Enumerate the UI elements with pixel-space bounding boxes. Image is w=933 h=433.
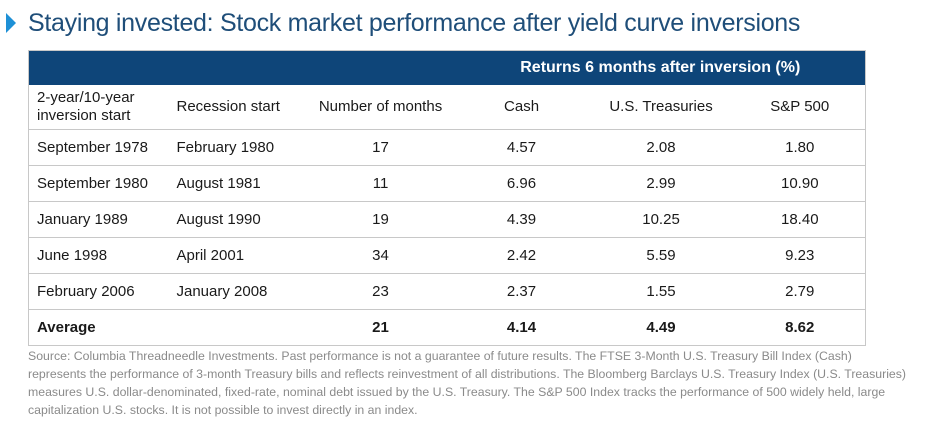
column-header: U.S. Treasuries: [587, 85, 735, 130]
column-header: Recession start: [168, 85, 306, 130]
table-cell: 19: [305, 201, 456, 238]
table-cell: 5.59: [587, 237, 735, 274]
table-cell: August 1981: [168, 165, 306, 202]
table-cell: August 1990: [168, 201, 306, 238]
table-cell: January 2008: [168, 273, 306, 310]
column-header-row: 2-year/10-year inversion start Recession…: [28, 85, 866, 130]
chevron-right-icon: [6, 13, 16, 33]
returns-table: Returns 6 months after inversion (%) 2-y…: [28, 50, 867, 346]
table-cell: 8.62: [785, 319, 815, 336]
page-title: Staying invested: Stock market performan…: [28, 8, 801, 37]
table-cell: September 1978: [28, 129, 169, 166]
table-cell: 10.90: [734, 165, 866, 202]
column-header: Cash: [455, 85, 588, 130]
table-cell: 4.57: [455, 129, 588, 166]
table-cell: January 1989: [28, 201, 169, 238]
table-cell: 9.23: [734, 237, 866, 274]
table-cell: 2.37: [455, 273, 588, 310]
column-header: Number of months: [305, 85, 456, 130]
table-cell: Average: [37, 319, 96, 336]
group-header-row: Returns 6 months after inversion (%): [28, 50, 866, 85]
table-cell: 18.40: [734, 201, 866, 238]
table-cell: February 1980: [168, 129, 306, 166]
group-header-blank: [28, 50, 456, 85]
table-cell: 4.39: [455, 201, 588, 238]
table-cell: 6.96: [455, 165, 588, 202]
table-cell: 1.80: [734, 129, 866, 166]
column-header: 2-year/10-year inversion start: [28, 85, 169, 130]
returns-table-wrapper: Returns 6 months after inversion (%) 2-y…: [28, 50, 867, 346]
table-cell: 17: [305, 129, 456, 166]
table-cell: June 1998: [28, 237, 169, 274]
table-cell: 2.99: [587, 165, 735, 202]
column-header: S&P 500: [734, 85, 866, 130]
table-cell: 1.55: [587, 273, 735, 310]
table-cell: February 2006: [28, 273, 169, 310]
table-row: September 1978 February 1980 17 4.57 2.08 1.8…: [28, 129, 866, 166]
table-row: September 1980 August 1981 11 6.96 2.99 10.90: [28, 165, 866, 202]
table-cell: 10.25: [587, 201, 735, 238]
table-cell: 23: [305, 273, 456, 310]
table-cell: [169, 310, 306, 346]
table-cell: 34: [305, 237, 456, 274]
source-note: Source: Columbia Threadneedle Investment…: [28, 349, 907, 417]
table-cell: 21: [372, 319, 389, 336]
average-row: Average 21 4.14 4.49 8.62: [29, 310, 866, 346]
table-cell: 4.14: [506, 319, 537, 336]
table-row: February 2006 January 2008 23 2.37 1.55 2.79: [28, 273, 866, 310]
table-row: January 1989 August 1990 19 4.39 10.25 18.40: [28, 201, 866, 238]
table-cell: September 1980: [28, 165, 169, 202]
table-cell: 2.42: [455, 237, 588, 274]
title-row: Staying invested: Stock market performan…: [6, 6, 800, 40]
table-body: September 1978 February 1980 17 4.57 2.08 1.8…: [28, 129, 866, 346]
table-cell: 2.79: [734, 273, 866, 310]
table-row: June 1998 April 2001 34 2.42 5.59 9.23: [28, 237, 866, 274]
group-header-label: Returns 6 months after inversion (%): [455, 50, 866, 85]
table-cell: 11: [305, 165, 456, 202]
table-cell: 4.49: [646, 319, 676, 336]
table-cell: 2.08: [587, 129, 735, 166]
table-cell: April 2001: [168, 237, 306, 274]
